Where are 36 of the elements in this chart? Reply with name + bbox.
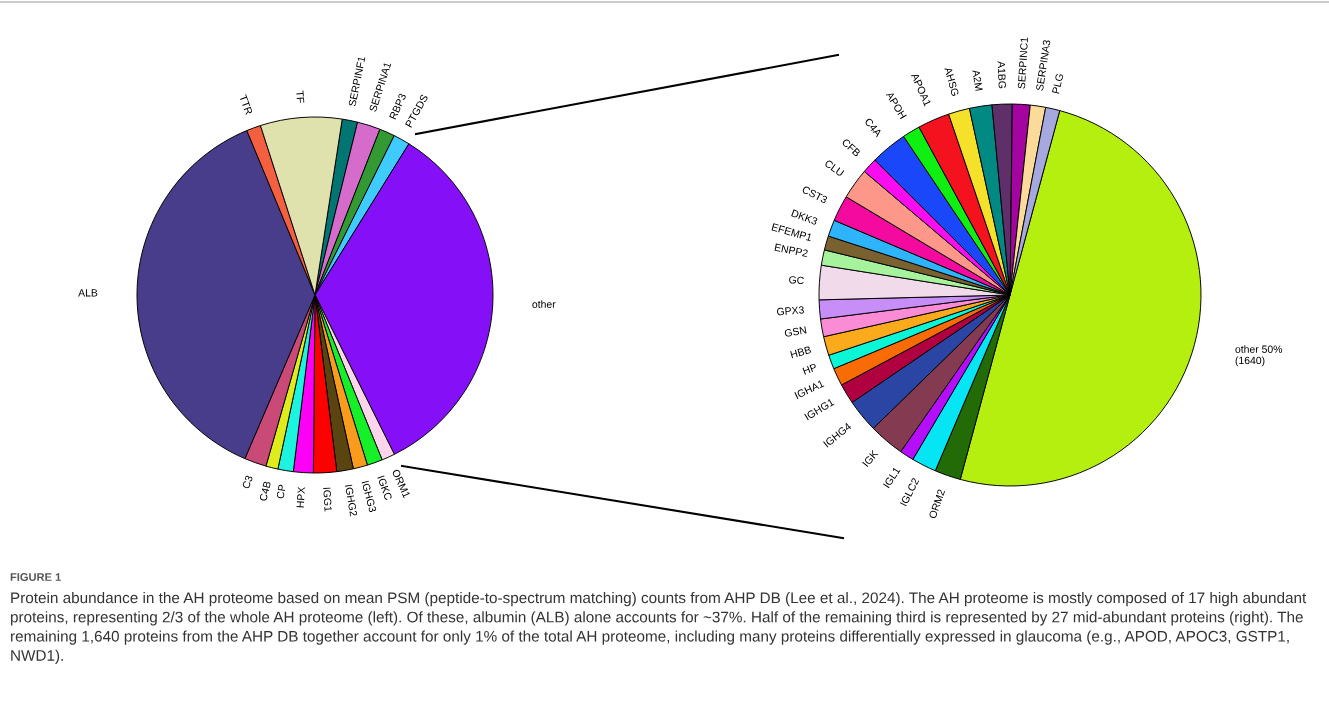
slice-label: other 50% (1640) — [1235, 345, 1283, 367]
slice-label: ALB — [78, 289, 98, 297]
slice-label: ORM2 — [928, 488, 946, 519]
slice-label: IGHG3 — [361, 480, 377, 513]
slice-label: ORM1 — [391, 468, 411, 499]
slice-label: CP — [276, 484, 286, 499]
slice-label: A2M — [972, 69, 983, 91]
slice-label: SERPINA3 — [1035, 39, 1051, 91]
slice-label: HP — [802, 363, 818, 375]
slice-label: other — [532, 300, 556, 308]
slice-label: CLU — [824, 159, 845, 177]
slice-label: AHSG — [944, 66, 960, 97]
slice-label: TTR — [239, 94, 253, 116]
slice-label: IGK — [862, 449, 879, 468]
slice-label: HBB — [790, 345, 812, 359]
text: Protein abundance in the AH proteome based on mean PSM (peptide-to-spectrum matching) counts from AHP DB (Lee et al., 2024). The AH proteome is mostly composed of 17 high abundant proteins, representing 2/3 of the whole AH proteome (left). Of these, albumin (ALB) alone accounts for ~37%. Half of the remaining third is represented by 27 mid-abundant proteins (right). The remaining 1,640 proteins from the AHP DB together account for only 1% of the total AH proteome, including many proteins differentially expressed in glaucoma (e.g., APOD, APOC3, GSTP1, NWD1). — [10, 592, 1307, 664]
slice-label: ENPP2 — [774, 243, 809, 258]
slice-label: DKK3 — [791, 209, 818, 226]
caption: FIGURE 1 — [10, 573, 61, 581]
slice-label: RBP3 — [389, 92, 407, 120]
slice-label: IGHG2 — [344, 484, 358, 517]
slice-label: C3 — [241, 475, 253, 490]
slice-label: PLG — [1051, 73, 1064, 94]
slice-label: TF — [296, 90, 305, 104]
slice-label: HPX — [296, 486, 306, 508]
slice-label: C4B — [259, 480, 272, 502]
slice-label: GSN — [784, 326, 807, 338]
slice-label: GC — [788, 275, 805, 285]
slice-label: SERPINF1 — [348, 56, 366, 107]
slice-label: IGG1 — [323, 487, 332, 512]
slice-label: GPX3 — [776, 306, 805, 316]
slice-label: SERPINC1 — [1017, 37, 1029, 89]
slice-label: A1BG — [997, 60, 1007, 89]
slice-label: CFB — [841, 138, 861, 157]
slice-label: IGKC — [377, 475, 393, 501]
slice-label: CST3 — [801, 185, 828, 204]
